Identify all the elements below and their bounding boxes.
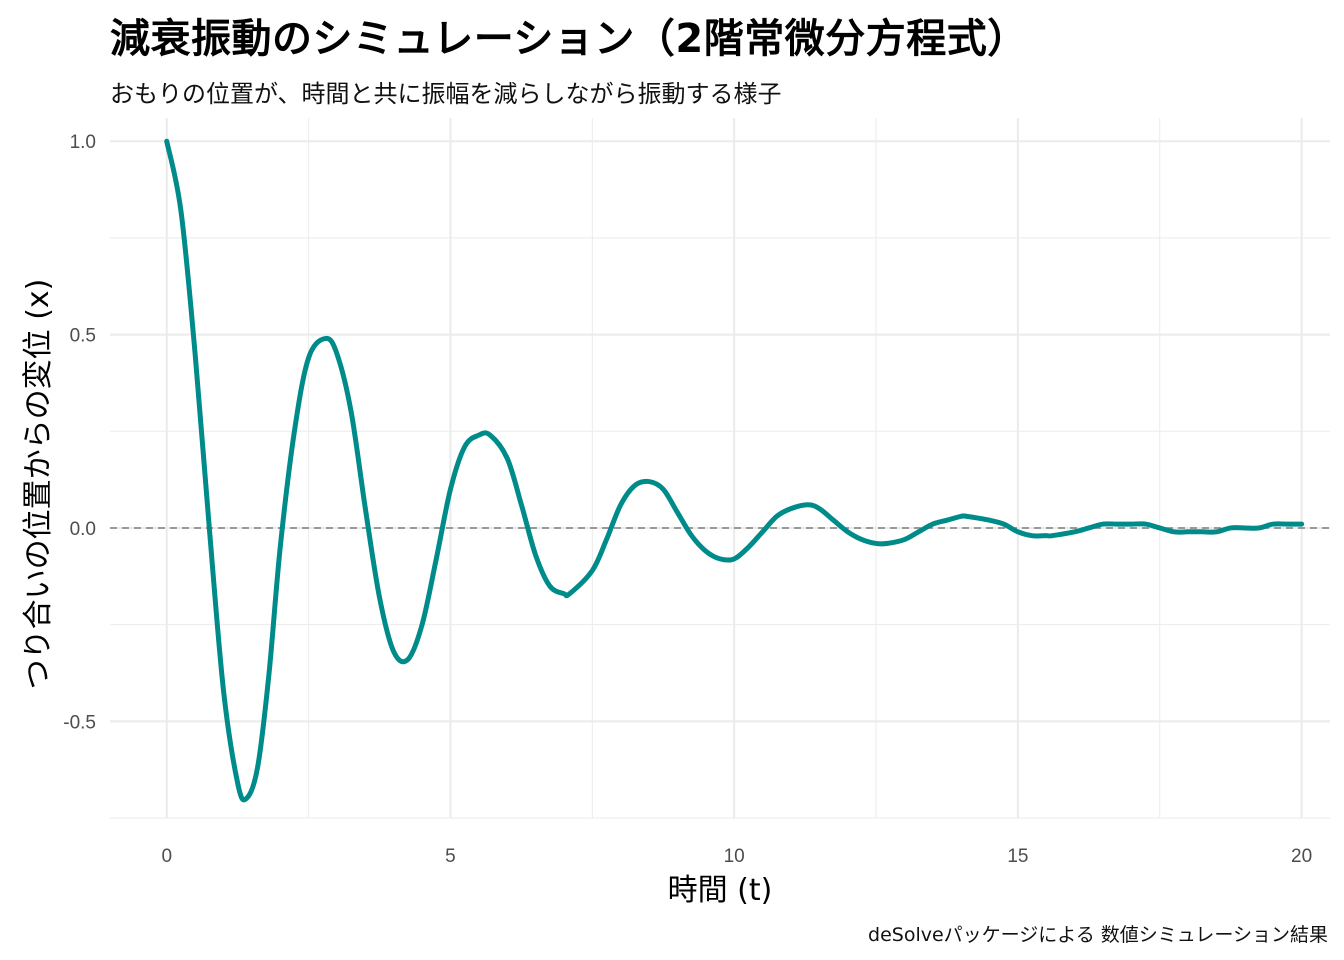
chart-caption: deSolveパッケージによる 数値シミュレーション結果 [868,924,1328,946]
x-tick-label: 5 [445,846,456,867]
x-tick-label: 10 [724,846,745,867]
chart-subtitle: おもりの位置が、時間と共に振幅を減らしながら振動する様子 [110,80,782,108]
series-line-0 [164,138,1305,803]
chart-title: 減衰振動のシミュレーション（2階常微分方程式） [110,16,1028,62]
y-tick-label: 1.0 [70,132,96,153]
x-tick-label: 20 [1291,846,1312,867]
x-tick-label: 15 [1007,846,1028,867]
grid-lines [110,118,1330,819]
y-tick-label: 0.5 [70,326,96,347]
series-layer [164,138,1305,803]
y-tick-label: 0.0 [70,519,96,540]
x-tick-label: 0 [161,846,172,867]
tick-labels: 0 5 10 15 20 1.0 0.5 0.0 -0.5 [63,132,1312,867]
x-axis-title: 時間 (t) [668,873,773,908]
y-axis-title: つり合いの位置からの変位 (x) [21,279,56,690]
y-tick-label: -0.5 [63,712,96,733]
